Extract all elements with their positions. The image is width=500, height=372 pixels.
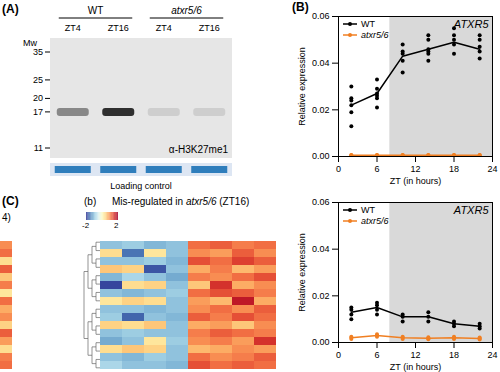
html-text:WT: WT (361, 19, 375, 29)
svg-text:25: 25 (33, 75, 43, 85)
svg-text:ZT4: ZT4 (156, 23, 172, 33)
svg-text:Mw: Mw (23, 38, 37, 48)
html-text:(C): (C) (2, 194, 19, 208)
svg-text:ZT16: ZT16 (199, 23, 220, 33)
svg-text:atxr5/6: atxr5/6 (171, 5, 202, 16)
html-text:(B): (B) (292, 0, 309, 14)
svg-text:Relative expression: Relative expression (297, 47, 307, 126)
svg-text:35: 35 (33, 47, 43, 57)
svg-text:ATXR5: ATXR5 (453, 18, 490, 30)
svg-text:ZT (in hours): ZT (in hours) (390, 176, 441, 186)
svg-text:18: 18 (449, 350, 459, 360)
svg-text:12: 12 (410, 164, 420, 174)
html-text:atxr5/6: atxr5/6 (361, 30, 389, 40)
html-text:(b): (b) (84, 196, 97, 207)
svg-text:0.04: 0.04 (312, 58, 330, 68)
svg-text:20: 20 (33, 93, 43, 103)
svg-text:Relative expression: Relative expression (297, 233, 307, 312)
svg-text:0.06: 0.06 (312, 197, 330, 207)
svg-text:0.00: 0.00 (312, 151, 330, 161)
html-text:WT: WT (361, 205, 375, 215)
svg-text:0: 0 (336, 164, 341, 174)
svg-text:24: 24 (487, 350, 497, 360)
svg-text:11: 11 (34, 143, 43, 153)
svg-text:ZT16: ZT16 (108, 23, 129, 33)
svg-text:ZT (in hours): ZT (in hours) (390, 362, 441, 372)
svg-text:18: 18 (449, 164, 459, 174)
svg-text:(A): (A) (2, 2, 19, 16)
svg-text:Loading control: Loading control (110, 181, 172, 191)
svg-text:0.04: 0.04 (312, 244, 330, 254)
svg-text:0.06: 0.06 (312, 11, 330, 21)
svg-text:0: 0 (336, 350, 341, 360)
svg-text:0.00: 0.00 (312, 337, 330, 347)
svg-text:24: 24 (487, 164, 497, 174)
svg-text:0.02: 0.02 (312, 105, 330, 115)
svg-text:12: 12 (410, 350, 420, 360)
svg-text:α-H3K27me1: α-H3K27me1 (169, 144, 229, 155)
svg-text:WT: WT (88, 5, 104, 16)
html-text:4): 4) (2, 212, 11, 223)
html-text:atxr5/6: atxr5/6 (361, 216, 389, 226)
svg-text:0.02: 0.02 (312, 291, 330, 301)
html-text:2: 2 (114, 221, 119, 230)
html-text:Mis-regulated in atxr5/6 (ZT16: Mis-regulated in atxr5/6 (ZT16) (112, 196, 250, 207)
svg-text:17: 17 (33, 107, 43, 117)
html-text:-2: -2 (82, 221, 90, 230)
svg-text:ATXR5: ATXR5 (453, 204, 490, 216)
svg-text:6: 6 (374, 350, 379, 360)
svg-text:ZT4: ZT4 (65, 23, 81, 33)
svg-text:6: 6 (374, 164, 379, 174)
